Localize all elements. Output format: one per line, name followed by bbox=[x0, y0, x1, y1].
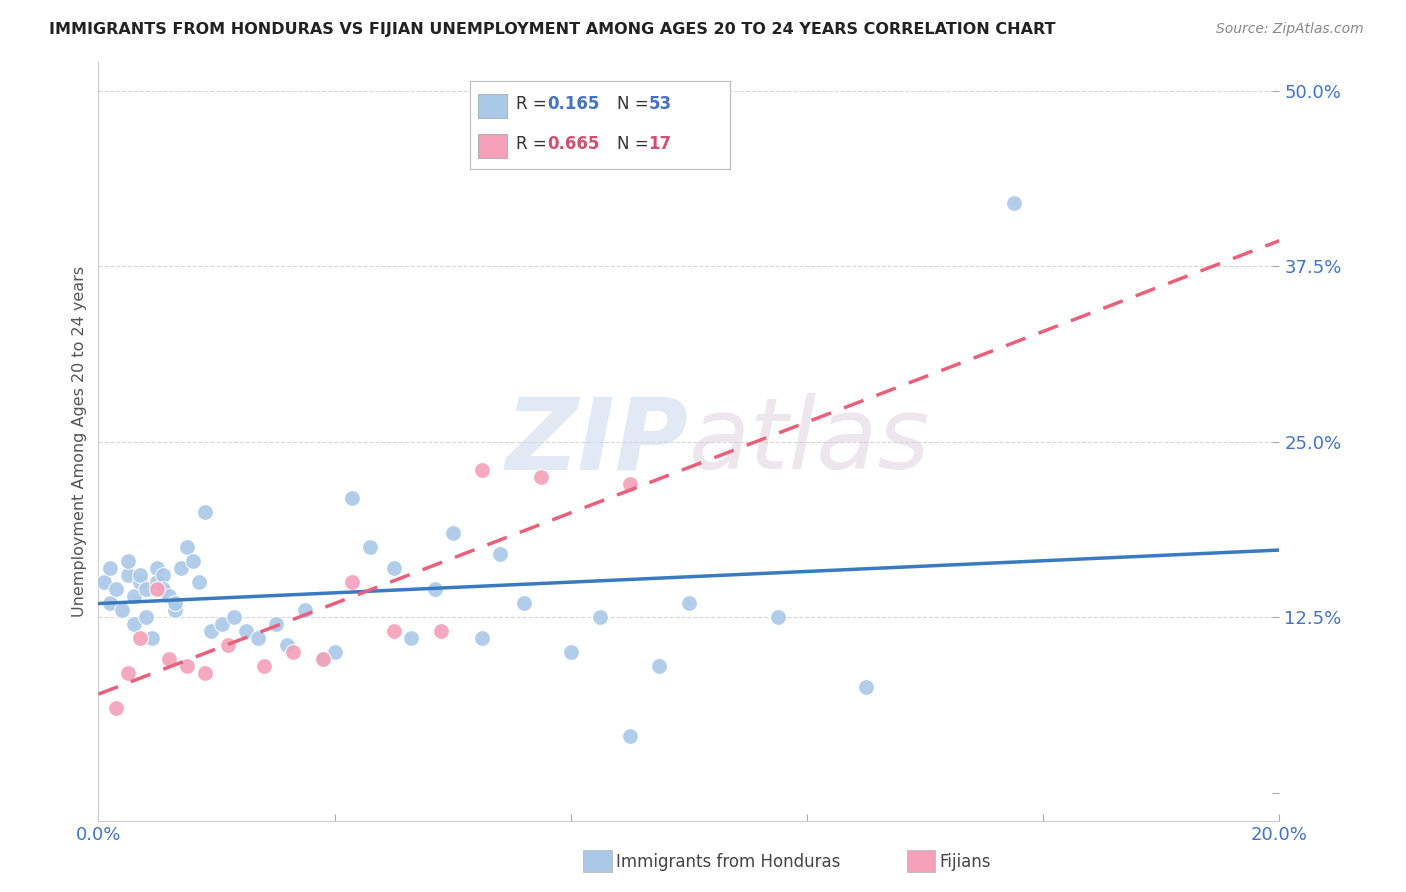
Point bbox=[98, 561, 121, 575]
Point bbox=[170, 561, 193, 575]
Point bbox=[312, 652, 335, 666]
Point bbox=[283, 645, 305, 659]
Point bbox=[117, 568, 139, 582]
Point bbox=[200, 624, 222, 639]
Point bbox=[128, 574, 150, 589]
Point bbox=[619, 730, 641, 744]
Point bbox=[141, 631, 163, 645]
Point bbox=[105, 582, 128, 596]
Point bbox=[152, 568, 174, 582]
Point bbox=[122, 589, 145, 603]
Point bbox=[157, 652, 180, 666]
Point bbox=[146, 574, 169, 589]
Text: Fijians: Fijians bbox=[939, 853, 991, 871]
Point bbox=[181, 554, 204, 568]
Point bbox=[105, 701, 128, 715]
Point bbox=[766, 610, 789, 624]
Point bbox=[246, 631, 269, 645]
Point bbox=[194, 505, 217, 519]
Point bbox=[382, 561, 405, 575]
Point bbox=[217, 638, 239, 652]
Point bbox=[441, 525, 464, 540]
Point bbox=[128, 631, 150, 645]
Text: atlas: atlas bbox=[689, 393, 931, 490]
Point bbox=[323, 645, 346, 659]
Point bbox=[401, 631, 423, 645]
Point bbox=[165, 603, 187, 617]
Point bbox=[117, 554, 139, 568]
Point bbox=[135, 610, 157, 624]
Point bbox=[122, 617, 145, 632]
Point bbox=[135, 582, 157, 596]
Point bbox=[489, 547, 512, 561]
Point bbox=[176, 659, 198, 673]
Point bbox=[1002, 195, 1025, 210]
Point bbox=[98, 596, 121, 610]
Point bbox=[157, 589, 180, 603]
Point bbox=[342, 491, 364, 505]
Point bbox=[128, 568, 150, 582]
Point bbox=[430, 624, 453, 639]
Point bbox=[194, 666, 217, 681]
Point bbox=[530, 469, 553, 483]
Point bbox=[117, 666, 139, 681]
Point bbox=[176, 540, 198, 554]
Point bbox=[152, 582, 174, 596]
Point bbox=[342, 574, 364, 589]
Point bbox=[276, 638, 298, 652]
Point bbox=[165, 596, 187, 610]
Point bbox=[648, 659, 671, 673]
Point bbox=[146, 582, 169, 596]
Point bbox=[146, 561, 169, 575]
Point bbox=[359, 540, 381, 554]
Text: Source: ZipAtlas.com: Source: ZipAtlas.com bbox=[1216, 22, 1364, 37]
Point bbox=[111, 603, 134, 617]
Point bbox=[253, 659, 276, 673]
Point bbox=[855, 680, 877, 694]
Point bbox=[423, 582, 446, 596]
Point bbox=[93, 574, 115, 589]
Point bbox=[264, 617, 287, 632]
Text: Immigrants from Honduras: Immigrants from Honduras bbox=[616, 853, 841, 871]
Point bbox=[471, 631, 494, 645]
Point bbox=[471, 462, 494, 476]
Y-axis label: Unemployment Among Ages 20 to 24 years: Unemployment Among Ages 20 to 24 years bbox=[72, 266, 87, 617]
Text: ZIP: ZIP bbox=[506, 393, 689, 490]
Point bbox=[382, 624, 405, 639]
Point bbox=[224, 610, 246, 624]
Point bbox=[560, 645, 582, 659]
Point bbox=[235, 624, 257, 639]
Point bbox=[678, 596, 700, 610]
Point bbox=[187, 574, 209, 589]
Point bbox=[589, 610, 612, 624]
Point bbox=[294, 603, 316, 617]
Point bbox=[211, 617, 233, 632]
Point bbox=[312, 652, 335, 666]
Point bbox=[619, 476, 641, 491]
Point bbox=[512, 596, 534, 610]
Text: IMMIGRANTS FROM HONDURAS VS FIJIAN UNEMPLOYMENT AMONG AGES 20 TO 24 YEARS CORREL: IMMIGRANTS FROM HONDURAS VS FIJIAN UNEMP… bbox=[49, 22, 1056, 37]
